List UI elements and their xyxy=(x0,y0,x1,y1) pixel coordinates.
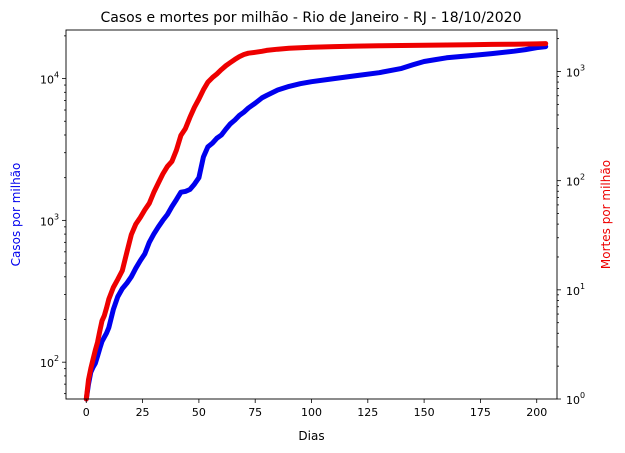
x-tick-label: 175 xyxy=(470,406,491,419)
series-line-cases xyxy=(83,44,549,402)
x-tick-label: 150 xyxy=(414,406,435,419)
left-y-tick-label-base: 10 xyxy=(40,215,54,228)
right-y-axis-label: Mortes por milhão xyxy=(599,160,613,269)
chart-title: Casos e mortes por milhão - Rio de Janei… xyxy=(100,10,521,26)
series-line-deaths xyxy=(83,41,549,402)
right-y-tick-label-exponent: 0 xyxy=(580,391,585,400)
right-y-tick-label-base: 10 xyxy=(566,285,580,298)
left-y-tick-label-exponent: 4 xyxy=(54,71,59,80)
plot-area xyxy=(83,41,549,402)
left-y-tick-label-exponent: 2 xyxy=(54,354,59,363)
x-tick-label: 125 xyxy=(357,406,378,419)
right-y-tick-label-base: 10 xyxy=(566,67,580,80)
x-axis-label: Dias xyxy=(298,429,324,443)
left-y-tick-label-exponent: 3 xyxy=(54,212,59,221)
right-y-tick-label-base: 10 xyxy=(566,176,580,189)
left-y-tick-label-base: 10 xyxy=(40,74,54,87)
right-y-tick-label-exponent: 3 xyxy=(580,64,585,73)
x-tick-label: 25 xyxy=(136,406,150,419)
x-tick-label: 200 xyxy=(526,406,547,419)
left-y-tick-label-base: 10 xyxy=(40,357,54,370)
x-tick-label: 100 xyxy=(301,406,322,419)
x-tick-label: 50 xyxy=(192,406,206,419)
right-y-tick-label-exponent: 2 xyxy=(580,173,585,182)
x-tick-label: 75 xyxy=(248,406,262,419)
right-y-tick-label-base: 10 xyxy=(566,394,580,407)
left-y-axis-label: Casos por milhão xyxy=(9,163,23,267)
x-tick-label: 0 xyxy=(83,406,90,419)
right-y-tick-label-exponent: 1 xyxy=(580,282,585,291)
